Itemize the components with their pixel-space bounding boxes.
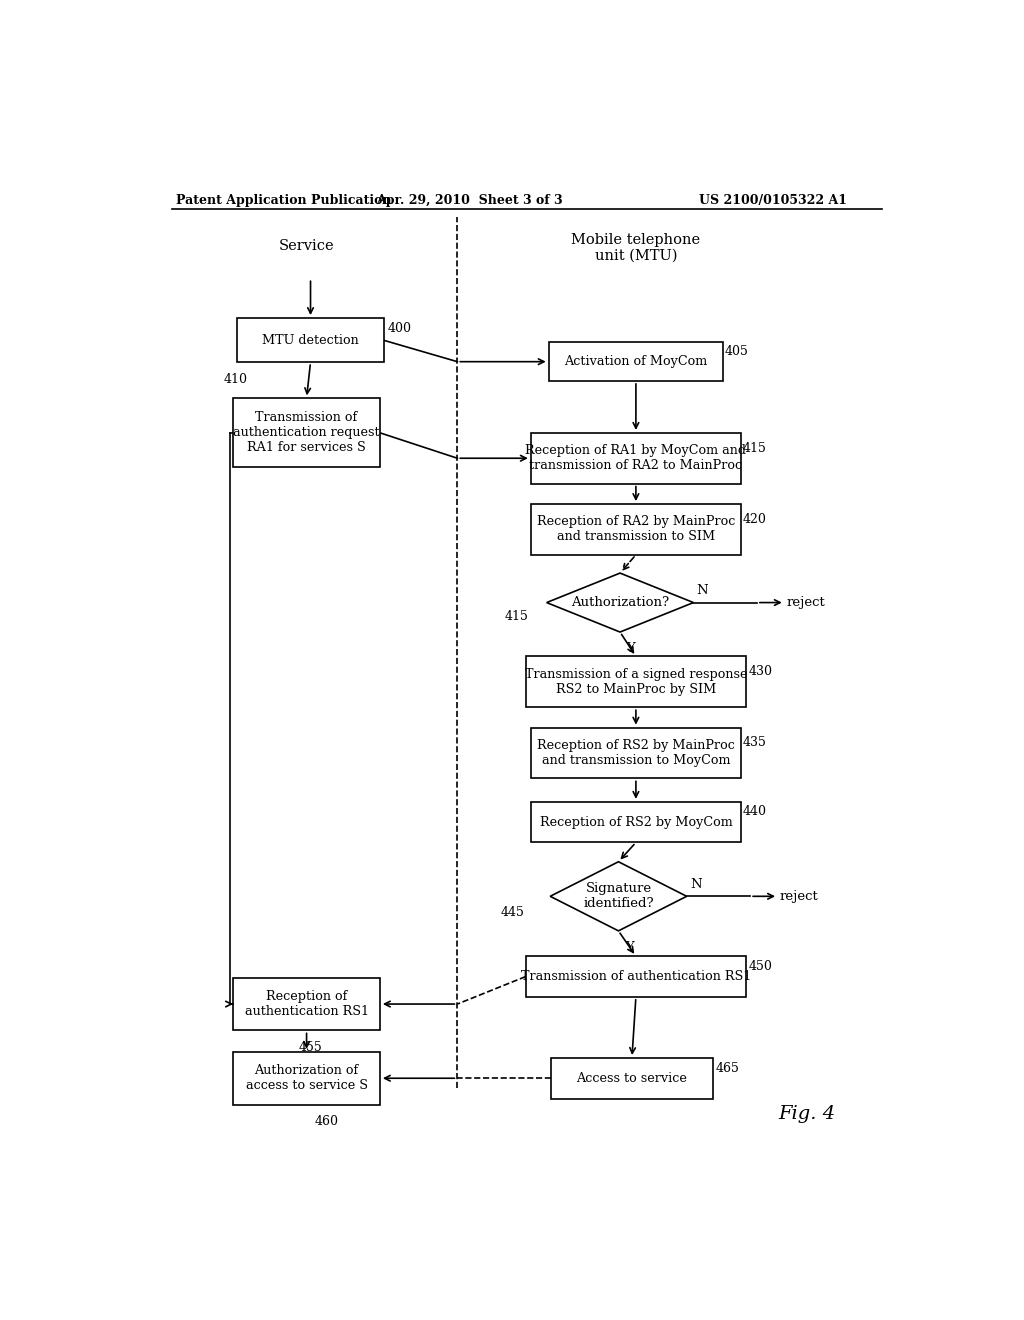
Text: Reception of
authentication RS1: Reception of authentication RS1 xyxy=(245,990,369,1018)
Text: Reception of RS2 by MoyCom: Reception of RS2 by MoyCom xyxy=(540,816,732,829)
Text: Apr. 29, 2010  Sheet 3 of 3: Apr. 29, 2010 Sheet 3 of 3 xyxy=(376,194,562,206)
Text: 420: 420 xyxy=(743,512,767,525)
Polygon shape xyxy=(547,573,693,632)
FancyBboxPatch shape xyxy=(551,1057,714,1098)
FancyBboxPatch shape xyxy=(530,801,741,842)
Text: Y: Y xyxy=(627,642,635,655)
Polygon shape xyxy=(550,862,687,931)
Text: Patent Application Publication: Patent Application Publication xyxy=(176,194,391,206)
Text: Service: Service xyxy=(279,239,335,253)
Text: 410: 410 xyxy=(223,374,247,387)
FancyBboxPatch shape xyxy=(530,433,741,483)
Text: MTU detection: MTU detection xyxy=(262,334,358,347)
FancyBboxPatch shape xyxy=(238,318,384,362)
Text: 435: 435 xyxy=(743,737,767,750)
Text: 430: 430 xyxy=(749,665,772,678)
Text: Mobile telephone
unit (MTU): Mobile telephone unit (MTU) xyxy=(571,232,700,263)
Text: 460: 460 xyxy=(314,1115,339,1129)
FancyBboxPatch shape xyxy=(233,399,380,467)
Text: 415: 415 xyxy=(505,610,528,623)
Text: Reception of RS2 by MainProc
and transmission to MoyCom: Reception of RS2 by MainProc and transmi… xyxy=(537,739,735,767)
Text: 465: 465 xyxy=(715,1061,739,1074)
Text: Authorization?: Authorization? xyxy=(571,597,669,609)
Text: Signature
identified?: Signature identified? xyxy=(583,882,653,911)
FancyBboxPatch shape xyxy=(525,656,746,708)
Text: Transmission of a signed response
RS2 to MainProc by SIM: Transmission of a signed response RS2 to… xyxy=(524,668,748,696)
Text: 415: 415 xyxy=(743,442,767,454)
Text: 440: 440 xyxy=(743,805,767,818)
Text: US 2100/0105322 A1: US 2100/0105322 A1 xyxy=(699,194,848,206)
Text: 455: 455 xyxy=(299,1041,323,1055)
Text: Access to service: Access to service xyxy=(577,1072,687,1085)
Text: N: N xyxy=(696,583,709,597)
Text: 445: 445 xyxy=(501,906,525,919)
FancyBboxPatch shape xyxy=(233,978,380,1031)
FancyBboxPatch shape xyxy=(530,727,741,779)
Text: N: N xyxy=(690,878,701,891)
Text: Y: Y xyxy=(625,941,634,953)
Text: Reception of RA1 by MoyCom and
transmission of RA2 to MainProc: Reception of RA1 by MoyCom and transmiss… xyxy=(525,445,746,473)
Text: 450: 450 xyxy=(749,960,772,973)
FancyBboxPatch shape xyxy=(233,1052,380,1105)
Text: reject: reject xyxy=(779,890,818,903)
Text: Transmission of authentication RS1: Transmission of authentication RS1 xyxy=(521,970,751,983)
Text: Fig. 4: Fig. 4 xyxy=(778,1105,836,1123)
FancyBboxPatch shape xyxy=(525,956,746,997)
Text: Authorization of
access to service S: Authorization of access to service S xyxy=(246,1064,368,1092)
Text: Activation of MoyCom: Activation of MoyCom xyxy=(564,355,708,368)
FancyBboxPatch shape xyxy=(530,504,741,554)
Text: Reception of RA2 by MainProc
and transmission to SIM: Reception of RA2 by MainProc and transmi… xyxy=(537,515,735,544)
FancyBboxPatch shape xyxy=(549,342,723,381)
Text: 400: 400 xyxy=(387,322,412,335)
Text: 405: 405 xyxy=(725,345,749,358)
Text: Transmission of
authentication request
RA1 for services S: Transmission of authentication request R… xyxy=(233,412,380,454)
Text: reject: reject xyxy=(786,597,825,609)
